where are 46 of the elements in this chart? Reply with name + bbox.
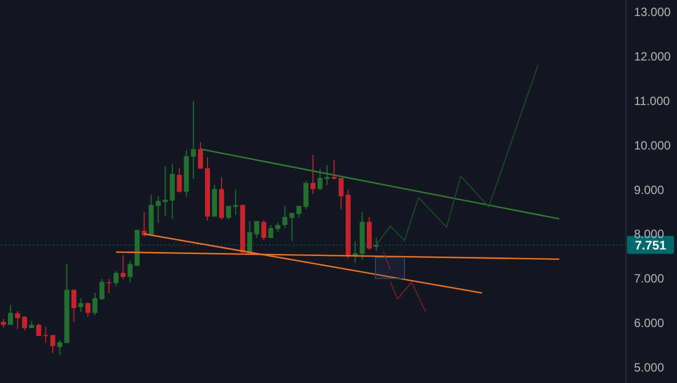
candlestick <box>99 278 104 301</box>
candlestick <box>190 100 196 180</box>
candlestick <box>50 334 56 354</box>
y-tick-label: 11.000 <box>634 94 670 108</box>
candlestick <box>282 205 288 229</box>
candlestick <box>303 180 308 210</box>
candlestick <box>318 168 323 190</box>
y-tick-label: 6.000 <box>634 316 664 330</box>
y-tick-label: 9.000 <box>634 182 664 197</box>
y-tick-label: 7.000 <box>634 272 664 286</box>
candlestick <box>332 160 337 180</box>
candlestick <box>198 142 203 170</box>
candlestick <box>22 315 28 331</box>
y-tick-label: 12.000 <box>634 50 672 64</box>
candlestick <box>15 310 20 330</box>
candlestick <box>247 220 252 254</box>
candlestick <box>8 304 14 326</box>
candlestick <box>71 289 76 323</box>
candlestick <box>310 154 316 194</box>
candlestick <box>324 164 330 186</box>
candlestick <box>374 237 379 252</box>
candlestick <box>275 222 280 233</box>
candlestick <box>120 254 126 280</box>
y-tick-label: 5.000 <box>634 360 664 374</box>
candlestick <box>43 326 48 344</box>
candlestick <box>338 177 344 210</box>
candlestick <box>176 168 182 194</box>
candlestick <box>57 339 62 356</box>
candlestick <box>85 302 90 318</box>
candlestick <box>92 292 98 316</box>
candlestick <box>226 205 232 220</box>
y-tick-label: 13.000 <box>634 5 672 20</box>
line-series <box>390 281 426 312</box>
candlestick <box>254 220 260 238</box>
candlestick <box>261 220 266 241</box>
candlestick <box>289 212 294 242</box>
candlestick <box>156 196 161 224</box>
candlestick <box>268 224 274 238</box>
y-tick-label: 10.000 <box>634 138 672 152</box>
candlestick <box>114 270 119 286</box>
candlestick <box>36 323 42 336</box>
candlestick <box>128 260 133 283</box>
candlestick <box>162 165 168 217</box>
candlestick <box>78 298 84 312</box>
candlestick <box>106 278 112 294</box>
candlestick <box>233 189 238 216</box>
